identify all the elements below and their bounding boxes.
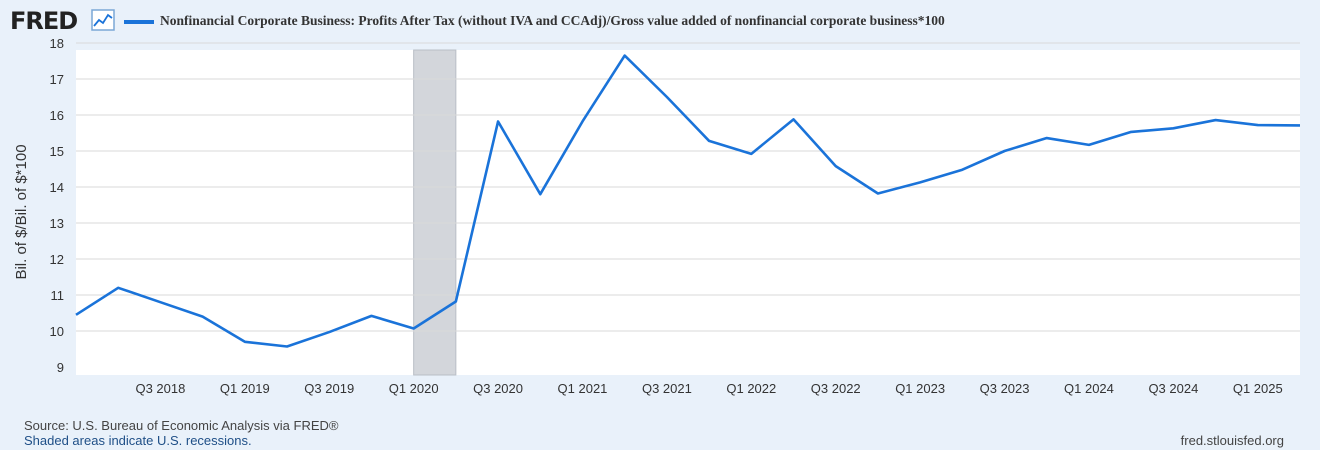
x-tick-label: Q1 2025 [1233, 381, 1283, 396]
x-tick-label: Q1 2024 [1064, 381, 1114, 396]
plot-area [76, 50, 1300, 375]
y-tick-label: 9 [57, 360, 64, 375]
y-axis-title: Bil. of $/Bil. of $*100 [13, 144, 30, 279]
x-tick-label: Q3 2021 [642, 381, 692, 396]
y-tick-label: 15 [50, 144, 64, 159]
x-tick-label: Q1 2023 [895, 381, 945, 396]
y-tick-label: 13 [50, 216, 64, 231]
y-tick-labels: 9 10 11 12 13 14 15 16 17 18 [50, 36, 64, 375]
grid-layer [76, 42, 1300, 332]
legend-swatch [124, 20, 154, 24]
x-tick-label: Q3 2020 [473, 381, 523, 396]
legend-label: Nonfinancial Corporate Business: Profits… [160, 13, 945, 28]
x-tick-label: Q3 2019 [304, 381, 354, 396]
y-tick-label: 17 [50, 72, 64, 87]
chart-header: FRED Nonfinancial Corporate Business: Pr… [10, 6, 1310, 38]
recession-note: Shaded areas indicate U.S. recessions. [24, 433, 252, 448]
line-chart-icon [91, 9, 115, 31]
y-tick-label: 12 [50, 252, 64, 267]
x-tick-labels: Q3 2018 Q1 2019 Q3 2019 Q1 2020 Q3 2020 Q1 20… [135, 381, 1282, 396]
x-tick-label: Q3 2023 [980, 381, 1030, 396]
y-tick-label: 18 [50, 36, 64, 51]
y-tick-label: 11 [51, 288, 65, 303]
y-tick-label: 10 [50, 324, 64, 339]
recession-band [413, 49, 457, 376]
x-tick-label: Q1 2022 [726, 381, 776, 396]
x-tick-label: Q1 2021 [558, 381, 608, 396]
fred-url[interactable]: fred.stlouisfed.org [1180, 433, 1284, 448]
x-tick-label: Q3 2022 [811, 381, 861, 396]
recession-layer [413, 49, 457, 376]
x-tick-label: Q1 2020 [389, 381, 439, 396]
source-note: Source: U.S. Bureau of Economic Analysis… [24, 418, 339, 433]
y-tick-label: 16 [50, 108, 64, 123]
x-tick-label: Q3 2018 [135, 381, 185, 396]
series-line [75, 54, 1301, 348]
x-tick-label: Q1 2019 [220, 381, 270, 396]
y-tick-label: 14 [50, 180, 64, 195]
x-tick-label: Q3 2024 [1148, 381, 1198, 396]
fred-logo[interactable]: FRED [10, 7, 78, 35]
